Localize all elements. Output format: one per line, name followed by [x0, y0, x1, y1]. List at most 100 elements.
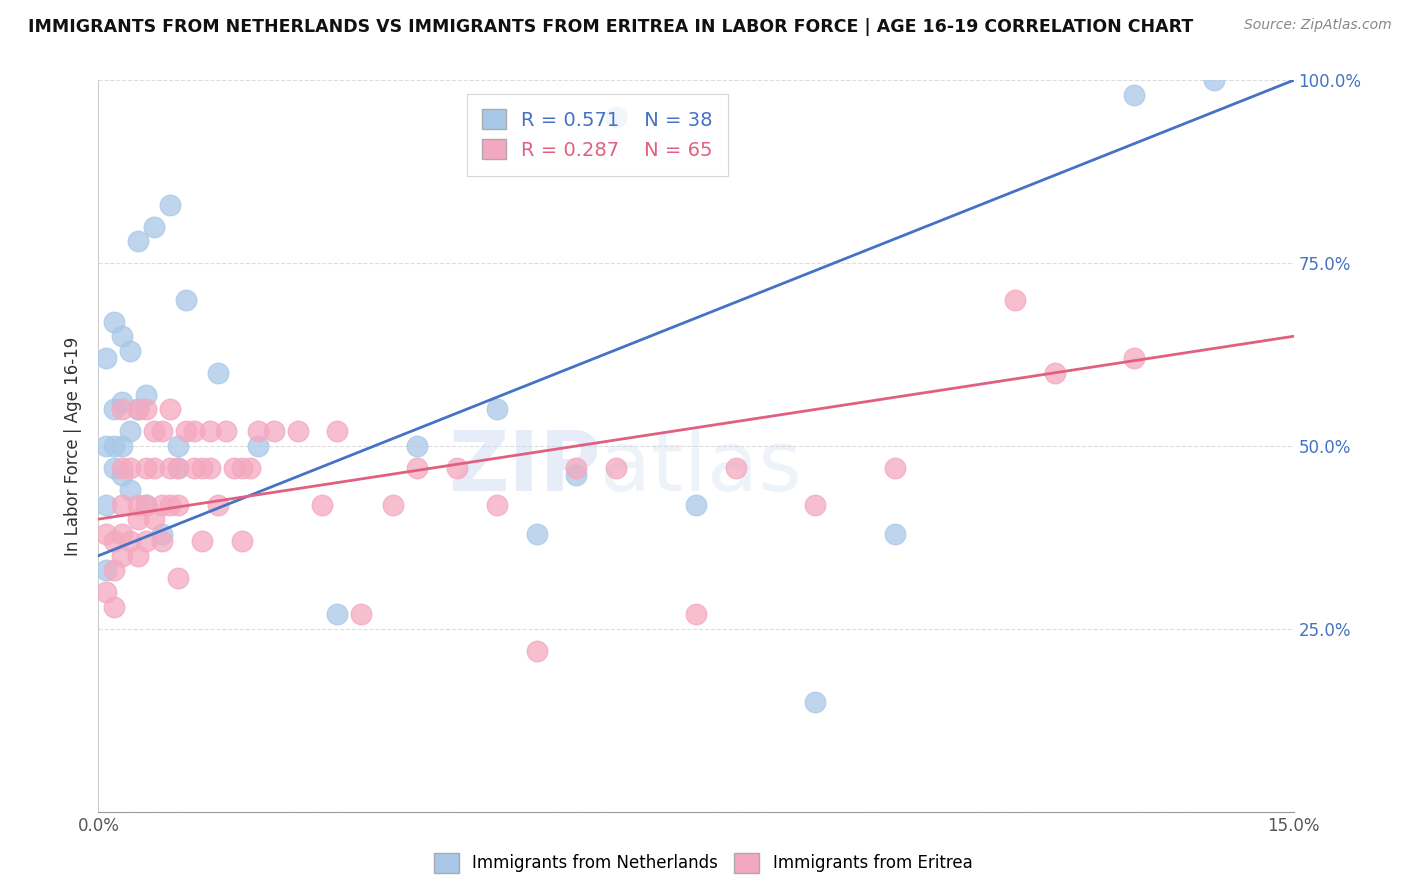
- Point: [311, 498, 333, 512]
- Point: [127, 498, 149, 512]
- Point: [127, 549, 149, 563]
- Point: [724, 461, 747, 475]
- Point: [485, 498, 508, 512]
- Point: [159, 402, 181, 417]
- Y-axis label: In Labor Force | Age 16-19: In Labor Force | Age 16-19: [65, 336, 83, 556]
- Point: [191, 534, 214, 549]
- Point: [96, 498, 118, 512]
- Point: [111, 526, 134, 541]
- Point: [150, 425, 173, 439]
- Point: [120, 343, 142, 358]
- Legend: Immigrants from Netherlands, Immigrants from Eritrea: Immigrants from Netherlands, Immigrants …: [427, 847, 979, 880]
- Point: [150, 526, 173, 541]
- Point: [111, 439, 134, 453]
- Point: [1202, 73, 1225, 87]
- Point: [1123, 351, 1146, 366]
- Point: [135, 402, 157, 417]
- Point: [167, 439, 190, 453]
- Point: [167, 498, 190, 512]
- Point: [127, 512, 149, 526]
- Point: [135, 534, 157, 549]
- Point: [96, 351, 118, 366]
- Point: [159, 461, 181, 475]
- Point: [183, 461, 205, 475]
- Point: [103, 402, 125, 417]
- Point: [96, 526, 118, 541]
- Point: [127, 402, 149, 417]
- Point: [215, 425, 238, 439]
- Point: [191, 461, 214, 475]
- Point: [103, 461, 125, 475]
- Point: [287, 425, 309, 439]
- Point: [135, 498, 157, 512]
- Point: [174, 425, 197, 439]
- Point: [406, 439, 429, 453]
- Point: [565, 468, 588, 483]
- Point: [135, 388, 157, 402]
- Point: [120, 425, 142, 439]
- Point: [120, 461, 142, 475]
- Point: [350, 607, 373, 622]
- Text: atlas: atlas: [600, 427, 801, 508]
- Point: [884, 526, 907, 541]
- Point: [884, 461, 907, 475]
- Point: [406, 461, 429, 475]
- Text: ZIP: ZIP: [449, 427, 600, 508]
- Point: [103, 315, 125, 329]
- Point: [231, 461, 253, 475]
- Point: [239, 461, 262, 475]
- Point: [111, 468, 134, 483]
- Point: [174, 293, 197, 307]
- Point: [103, 599, 125, 614]
- Point: [159, 197, 181, 211]
- Point: [207, 366, 229, 380]
- Legend: R = 0.571    N = 38, R = 0.287    N = 65: R = 0.571 N = 38, R = 0.287 N = 65: [467, 94, 728, 176]
- Point: [143, 512, 166, 526]
- Point: [111, 402, 134, 417]
- Point: [111, 329, 134, 343]
- Point: [127, 234, 149, 248]
- Point: [103, 534, 125, 549]
- Point: [326, 425, 349, 439]
- Point: [150, 534, 173, 549]
- Point: [485, 402, 508, 417]
- Point: [167, 461, 190, 475]
- Point: [1123, 87, 1146, 102]
- Point: [159, 498, 181, 512]
- Point: [111, 395, 134, 409]
- Point: [120, 534, 142, 549]
- Point: [111, 461, 134, 475]
- Point: [150, 498, 173, 512]
- Point: [143, 425, 166, 439]
- Point: [103, 563, 125, 577]
- Point: [685, 607, 707, 622]
- Point: [96, 563, 118, 577]
- Point: [605, 110, 627, 124]
- Point: [96, 439, 118, 453]
- Point: [231, 534, 253, 549]
- Point: [167, 461, 190, 475]
- Point: [526, 644, 548, 658]
- Point: [103, 439, 125, 453]
- Point: [605, 461, 627, 475]
- Point: [167, 571, 190, 585]
- Point: [143, 461, 166, 475]
- Point: [1004, 293, 1026, 307]
- Point: [263, 425, 285, 439]
- Point: [565, 461, 588, 475]
- Text: Source: ZipAtlas.com: Source: ZipAtlas.com: [1244, 18, 1392, 32]
- Point: [382, 498, 405, 512]
- Point: [1043, 366, 1066, 380]
- Point: [222, 461, 245, 475]
- Point: [246, 425, 269, 439]
- Point: [326, 607, 349, 622]
- Point: [183, 425, 205, 439]
- Point: [120, 483, 142, 497]
- Point: [135, 461, 157, 475]
- Point: [446, 461, 468, 475]
- Point: [143, 219, 166, 234]
- Text: IMMIGRANTS FROM NETHERLANDS VS IMMIGRANTS FROM ERITREA IN LABOR FORCE | AGE 16-1: IMMIGRANTS FROM NETHERLANDS VS IMMIGRANT…: [28, 18, 1194, 36]
- Point: [111, 549, 134, 563]
- Point: [804, 498, 827, 512]
- Point: [526, 526, 548, 541]
